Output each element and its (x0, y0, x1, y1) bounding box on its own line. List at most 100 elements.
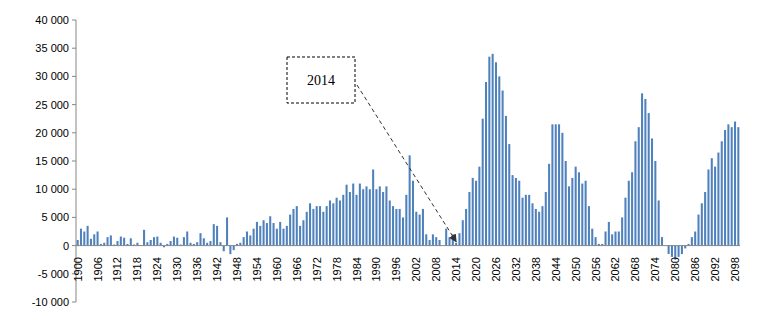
y-tick-label: 15 000 (35, 155, 69, 167)
bar (541, 206, 543, 245)
x-tick-label: 2068 (629, 257, 641, 281)
bar (336, 198, 338, 246)
bar (249, 235, 251, 245)
bar (502, 91, 504, 246)
y-tick-label: 20 000 (35, 127, 69, 139)
x-tick-label: 2074 (649, 257, 661, 281)
x-axis (76, 245, 740, 246)
bar (382, 192, 384, 246)
bar (342, 195, 344, 246)
bar (269, 216, 271, 245)
y-tick-label: 25 000 (35, 99, 69, 111)
bar (90, 239, 92, 246)
bar (551, 124, 553, 245)
bar (256, 222, 258, 246)
bar (110, 235, 112, 245)
bar (389, 200, 391, 245)
bar (309, 203, 311, 245)
bar (97, 232, 99, 246)
bar (681, 246, 683, 254)
bar (581, 184, 583, 246)
bar (591, 229, 593, 246)
bar (605, 232, 607, 246)
bar (704, 192, 706, 246)
bar (213, 224, 215, 245)
x-tick-label: 1900 (72, 257, 84, 281)
bar (173, 237, 175, 246)
bar (415, 212, 417, 246)
x-tick-label: 1912 (112, 257, 124, 281)
y-tick-label: 0 (63, 240, 69, 252)
x-tick-label: 1996 (390, 257, 402, 281)
bar (199, 233, 201, 245)
bar (120, 237, 122, 246)
x-tick-label: 2044 (550, 257, 562, 281)
x-tick-label: 1942 (211, 257, 223, 281)
bar (707, 169, 709, 245)
bar (176, 238, 178, 246)
bar (478, 167, 480, 246)
bar (595, 237, 597, 245)
bar (296, 206, 298, 245)
y-tick-label: 10 000 (35, 183, 69, 195)
y-tick-label: 5 000 (41, 211, 69, 223)
bar (439, 240, 441, 246)
bar (435, 237, 437, 245)
bar (186, 232, 188, 246)
bar (482, 119, 484, 246)
bar (356, 195, 358, 246)
bar (585, 181, 587, 246)
bar (522, 198, 524, 246)
bar (209, 241, 211, 246)
bar (631, 172, 633, 245)
bar (588, 206, 590, 245)
x-tick-label: 1966 (291, 257, 303, 281)
bar (525, 195, 527, 246)
y-tick (72, 76, 76, 77)
bar (498, 76, 500, 245)
y-tick (72, 132, 76, 133)
y-tick (72, 48, 76, 49)
bar (508, 144, 510, 246)
bar (737, 127, 739, 245)
bar (465, 209, 467, 246)
bar (123, 238, 125, 246)
bar (319, 206, 321, 245)
bar (561, 133, 563, 246)
bar (243, 237, 245, 245)
bar (146, 242, 148, 245)
bar (216, 226, 218, 246)
bar (263, 220, 265, 245)
bar (641, 93, 643, 245)
bar (107, 237, 109, 245)
bar (638, 127, 640, 245)
x-tick-label: 2008 (430, 257, 442, 281)
bar (694, 232, 696, 246)
x-tick-label: 2002 (410, 257, 422, 281)
bar (87, 226, 89, 246)
bar (402, 217, 404, 245)
x-tick-label: 1924 (151, 257, 163, 281)
bar (425, 234, 427, 245)
bar (565, 161, 567, 246)
bar (233, 246, 235, 251)
bar (614, 232, 616, 246)
x-tick-label: 2086 (689, 257, 701, 281)
bar (701, 203, 703, 245)
bar (429, 240, 431, 246)
bar (555, 124, 557, 245)
x-tick-label: 1936 (191, 257, 203, 281)
bar (365, 186, 367, 245)
bar (273, 223, 275, 246)
bar (352, 184, 354, 246)
bar (219, 242, 221, 245)
bar (668, 246, 670, 254)
x-tick-label: 1906 (92, 257, 104, 281)
x-tick-label: 2050 (570, 257, 582, 281)
bar (558, 124, 560, 245)
y-tick (72, 302, 76, 303)
bar (226, 217, 228, 245)
bar (445, 229, 447, 246)
bar (150, 240, 152, 246)
bar (229, 246, 231, 254)
